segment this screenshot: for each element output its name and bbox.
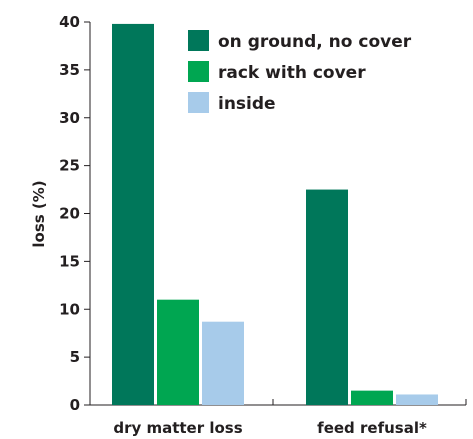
legend-swatch (188, 92, 209, 113)
legend-label: inside (218, 94, 276, 114)
legend-label: rack with cover (218, 63, 366, 83)
bars (112, 23, 438, 405)
y-tick-label: 5 (70, 348, 80, 366)
bar (306, 189, 348, 405)
bar (351, 390, 393, 405)
bar (112, 23, 154, 405)
x-category-label: dry matter loss (113, 419, 242, 437)
y-tick-label: 35 (59, 61, 80, 79)
y-tick-label: 25 (59, 157, 80, 175)
y-tick-label: 0 (70, 396, 80, 414)
y-tick-label: 40 (59, 13, 80, 31)
x-category-label: feed refusal* (317, 419, 427, 437)
y-axis-title: loss (%) (30, 180, 48, 247)
legend-swatch (188, 61, 209, 82)
y-tick-label: 30 (59, 109, 80, 127)
y-tick-label: 10 (59, 300, 80, 318)
bar (157, 299, 199, 405)
legend-label: on ground, no cover (218, 32, 412, 52)
bar (396, 394, 438, 405)
y-axis: 0 5 10 15 20 25 30 35 40 (59, 13, 91, 414)
y-tick-label: 20 (59, 205, 80, 223)
bar (202, 321, 244, 405)
legend: on ground, no cover rack with cover inside (188, 30, 412, 114)
y-tick-label: 15 (59, 252, 80, 270)
legend-swatch (188, 30, 209, 51)
